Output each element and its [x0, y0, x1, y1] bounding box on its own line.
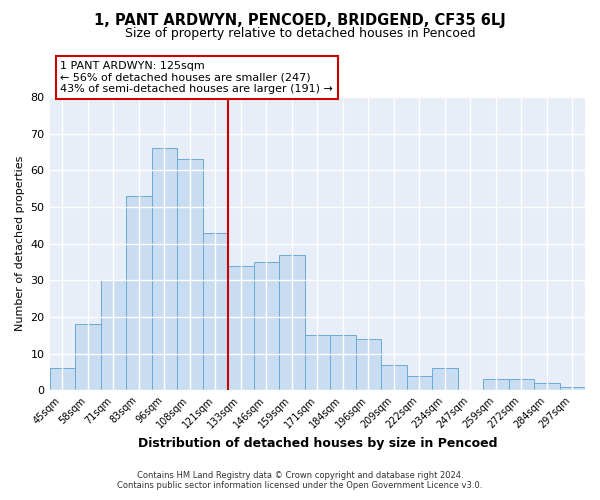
Bar [254, 262, 279, 390]
Text: Contains HM Land Registry data © Crown copyright and database right 2024.
Contai: Contains HM Land Registry data © Crown c… [118, 470, 482, 490]
Y-axis label: Number of detached properties: Number of detached properties [15, 156, 25, 332]
Bar [509, 379, 534, 390]
Bar [483, 379, 509, 390]
Text: Size of property relative to detached houses in Pencoed: Size of property relative to detached ho… [125, 28, 475, 40]
Bar [432, 368, 458, 390]
Bar [177, 160, 203, 390]
Bar [330, 335, 356, 390]
Bar [534, 383, 560, 390]
Bar [126, 196, 152, 390]
Bar [228, 266, 254, 390]
Text: 1 PANT ARDWYN: 125sqm
← 56% of detached houses are smaller (247)
43% of semi-det: 1 PANT ARDWYN: 125sqm ← 56% of detached … [60, 61, 333, 94]
Bar [152, 148, 177, 390]
Bar [279, 254, 305, 390]
Bar [50, 368, 75, 390]
Bar [381, 364, 407, 390]
Text: 1, PANT ARDWYN, PENCOED, BRIDGEND, CF35 6LJ: 1, PANT ARDWYN, PENCOED, BRIDGEND, CF35 … [94, 12, 506, 28]
X-axis label: Distribution of detached houses by size in Pencoed: Distribution of detached houses by size … [137, 437, 497, 450]
Bar [560, 386, 585, 390]
Bar [356, 339, 381, 390]
Bar [203, 232, 228, 390]
Bar [75, 324, 101, 390]
Bar [101, 280, 126, 390]
Bar [305, 335, 330, 390]
Bar [407, 376, 432, 390]
